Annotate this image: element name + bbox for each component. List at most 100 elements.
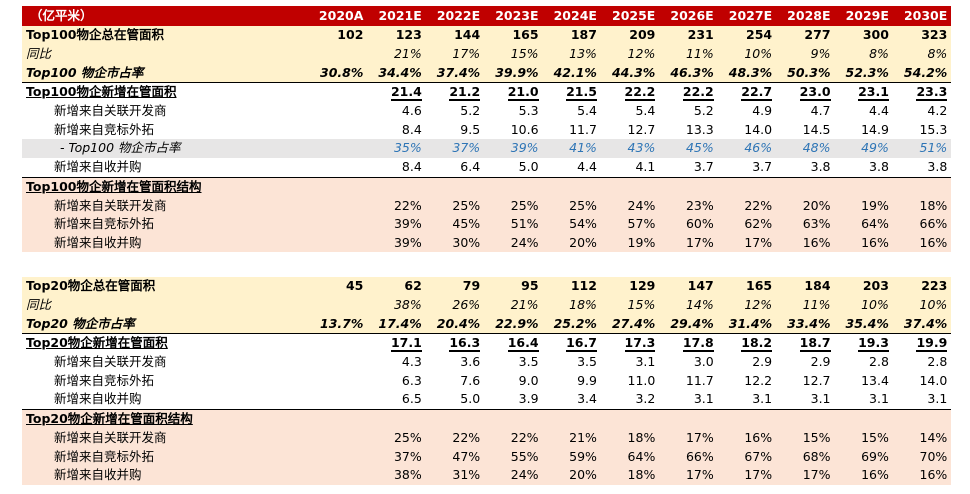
- cell-2030E: 51%: [892, 139, 952, 158]
- year-2027: 2027E: [717, 6, 777, 26]
- row-label: 新增来自竞标外拓: [22, 214, 309, 234]
- year-2023: 2023E: [484, 6, 543, 26]
- cell-2020A: [309, 101, 368, 121]
- cell-2023E: 24%: [484, 233, 543, 253]
- cell-2030E: 2.8: [892, 352, 952, 372]
- top100-row-share: Top100 物企市占率 30.8% 34.4% 37.4% 39.9% 42.1% 44.…: [22, 63, 952, 84]
- cell-2027E: 46%: [717, 139, 777, 158]
- cell-2029E: 8%: [834, 44, 893, 64]
- cell-2020A: [309, 295, 368, 315]
- cell-2027E: 3.1: [717, 390, 777, 410]
- cell-value: 21.4: [390, 84, 422, 102]
- cell-value: 19.3: [858, 335, 889, 353]
- cell-2027E: 10%: [717, 44, 777, 64]
- cell-2023E: 22%: [484, 428, 543, 448]
- cell-2027E: [717, 176, 777, 197]
- cell-2020A: 45: [309, 277, 368, 296]
- cell-2021E: 21%: [367, 44, 426, 64]
- top100-table: （亿平米） 2020A 2021E 2022E 2023E 2024E 2025…: [22, 6, 952, 253]
- cell-2024E: 4.4: [542, 157, 601, 177]
- cell-value: 21.2: [449, 84, 481, 102]
- cell-value: 16.7: [566, 335, 597, 353]
- cell-2026E: 60%: [659, 214, 718, 234]
- cell-2023E: 55%: [484, 447, 543, 466]
- cell-2022E: 45%: [425, 214, 485, 234]
- cell-2022E: 30%: [425, 233, 485, 253]
- cell-2028E: 23.0: [776, 82, 835, 102]
- cell-2026E: 13.3: [659, 120, 718, 140]
- cell-2022E: 37.4%: [425, 63, 485, 84]
- cell-2026E: 3.0: [659, 352, 718, 372]
- cell-2024E: 187: [542, 26, 601, 45]
- cell-2025E: 12%: [600, 44, 660, 64]
- cell-2026E: 3.7: [659, 157, 718, 177]
- cell-value: 16.3: [449, 335, 481, 353]
- year-2030: 2030E: [892, 6, 952, 26]
- cell-2023E: [484, 408, 543, 429]
- cell-2024E: 25.2%: [542, 314, 601, 335]
- cell-2020A: [309, 82, 368, 102]
- cell-value: 17.1: [390, 335, 422, 353]
- row-label: Top20 物企市占率: [22, 314, 309, 335]
- cell-2022E: 79: [425, 277, 485, 296]
- cell-value: 19.9: [916, 335, 948, 353]
- row-label: 同比: [22, 295, 309, 315]
- cell-value: 17.3: [624, 335, 656, 353]
- cell-2022E: 9.5: [425, 120, 485, 140]
- cell-2022E: 20.4%: [425, 314, 485, 335]
- top20-row-str-ext: 新增来自竞标外拓 37% 47% 55% 59% 64% 66% 67% 68% 69% 70%: [22, 447, 952, 466]
- cell-2020A: 13.7%: [309, 314, 368, 335]
- cell-2025E: 4.1: [600, 157, 660, 177]
- cell-2024E: 18%: [542, 295, 601, 315]
- cell-2028E: 184: [776, 277, 835, 296]
- cell-2021E: 21.4: [367, 82, 426, 102]
- cell-2024E: 11.7: [542, 120, 601, 140]
- cell-2025E: 43%: [600, 139, 660, 158]
- cell-2020A: [309, 157, 368, 177]
- cell-2029E: 19.3: [834, 333, 893, 353]
- cell-2029E: [834, 408, 893, 429]
- cell-2021E: 4.6: [367, 101, 426, 121]
- year-2026: 2026E: [659, 6, 718, 26]
- top20-row-new-ma: 新增来自收并购 6.5 5.0 3.9 3.4 3.2 3.1 3.1 3.1 3.1 3.1: [22, 390, 952, 410]
- top20-table: Top20物企总在管面积 45 62 79 95 112 129 147 165 184 203 22…: [22, 277, 952, 485]
- cell-value: 16.4: [507, 335, 539, 353]
- cell-2028E: [776, 408, 835, 429]
- cell-2020A: 30.8%: [309, 63, 368, 84]
- cell-2023E: 10.6: [484, 120, 543, 140]
- cell-2024E: 5.4: [542, 101, 601, 121]
- cell-2030E: 16%: [892, 233, 952, 253]
- cell-2026E: [659, 176, 718, 197]
- cell-2028E: 9%: [776, 44, 835, 64]
- cell-2021E: 6.3: [367, 371, 426, 391]
- cell-2023E: 165: [484, 26, 543, 45]
- cell-2023E: 95: [484, 277, 543, 296]
- cell-2021E: 17.4%: [367, 314, 426, 335]
- cell-2022E: 144: [425, 26, 485, 45]
- cell-2025E: 129: [600, 277, 660, 296]
- cell-2023E: 39.9%: [484, 63, 543, 84]
- cell-2020A: [309, 139, 368, 158]
- row-label: 新增来自关联开发商: [22, 352, 309, 372]
- cell-2020A: [309, 390, 368, 410]
- cell-2029E: 16%: [834, 233, 893, 253]
- row-label: 新增来自竞标外拓: [22, 371, 309, 391]
- cell-2026E: 17%: [659, 233, 718, 253]
- cell-value: 21.5: [566, 84, 597, 102]
- cell-2025E: [600, 176, 660, 197]
- row-label: 新增来自收并购: [22, 390, 309, 410]
- cell-2020A: [309, 428, 368, 448]
- cell-2030E: 8%: [892, 44, 952, 64]
- cell-2022E: 21.2: [425, 82, 485, 102]
- cell-value: 22.2: [624, 84, 656, 102]
- cell-2029E: 35.4%: [834, 314, 893, 335]
- cell-2028E: 63%: [776, 214, 835, 234]
- cell-2025E: 18%: [600, 465, 660, 485]
- cell-2026E: 3.1: [659, 390, 718, 410]
- cell-2020A: [309, 44, 368, 64]
- cell-2020A: 102: [309, 26, 368, 45]
- cell-2027E: 14.0: [717, 120, 777, 140]
- cell-2027E: 12%: [717, 295, 777, 315]
- cell-2030E: [892, 408, 952, 429]
- cell-2030E: 70%: [892, 447, 952, 466]
